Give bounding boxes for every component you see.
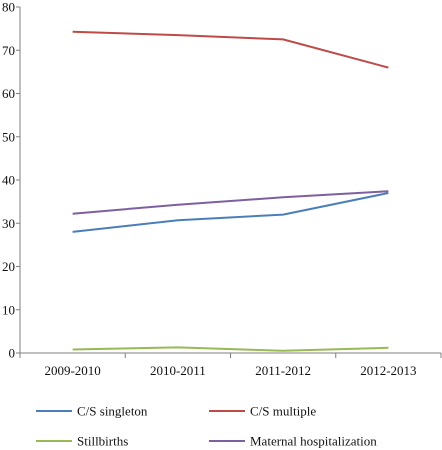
y-tick-label: 70: [2, 43, 15, 58]
y-tick-label: 40: [2, 173, 15, 188]
y-tick-label: 30: [2, 216, 15, 231]
y-tick-labels: 0 10 20 30 40 50 60 70 80: [2, 0, 20, 361]
y-tick-label: 10: [2, 302, 15, 317]
series-line-1: [72, 192, 389, 233]
legend-label: Stillbirths: [77, 434, 128, 449]
x-tick-label: 2010-2011: [150, 363, 206, 378]
series-line-2: [72, 30, 389, 69]
x-tick-label: 2011-2012: [255, 363, 311, 378]
series-lines: [72, 30, 389, 352]
series-line-4: [72, 190, 389, 215]
y-tick-label: 20: [2, 259, 15, 274]
x-tick-label: 2012-2013: [360, 363, 416, 378]
series-line-3: [72, 346, 389, 352]
y-tick-label: 0: [9, 346, 16, 361]
y-tick-label: 60: [2, 86, 15, 101]
legend: C/S singleton C/S multiple Stillbirths Mate…: [36, 404, 377, 449]
legend-label: C/S singleton: [77, 404, 148, 419]
y-tick-label: 50: [2, 129, 15, 144]
y-tick-label: 80: [2, 0, 15, 15]
chart-axes: [19, 7, 441, 354]
x-tick-label: 2009-2010: [44, 363, 100, 378]
legend-label: Maternal hospitalization: [250, 434, 377, 449]
legend-label: C/S multiple: [250, 404, 316, 419]
x-tick-labels: 2009-2010 2010-2011 2011-2012 2012-2013: [19, 353, 442, 378]
